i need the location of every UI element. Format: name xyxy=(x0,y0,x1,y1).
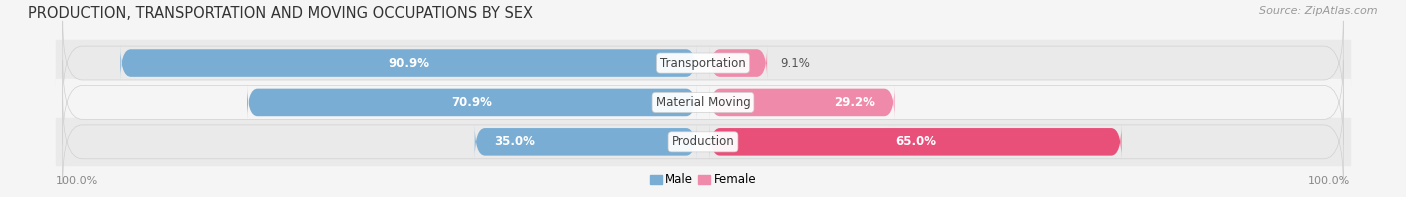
FancyBboxPatch shape xyxy=(710,45,768,81)
FancyBboxPatch shape xyxy=(121,45,696,81)
FancyBboxPatch shape xyxy=(63,100,1343,184)
Text: 29.2%: 29.2% xyxy=(834,96,875,109)
FancyBboxPatch shape xyxy=(710,124,1122,160)
FancyBboxPatch shape xyxy=(247,85,696,120)
Text: 65.0%: 65.0% xyxy=(896,135,936,148)
Text: Material Moving: Material Moving xyxy=(655,96,751,109)
Text: 100.0%: 100.0% xyxy=(56,176,98,186)
Text: 100.0%: 100.0% xyxy=(1308,176,1350,186)
Text: 9.1%: 9.1% xyxy=(780,57,810,70)
FancyBboxPatch shape xyxy=(475,124,696,160)
Text: Source: ZipAtlas.com: Source: ZipAtlas.com xyxy=(1260,6,1378,16)
Bar xyxy=(56,40,1350,86)
FancyBboxPatch shape xyxy=(63,21,1343,105)
Bar xyxy=(56,118,1350,165)
Text: 90.9%: 90.9% xyxy=(388,57,429,70)
Text: PRODUCTION, TRANSPORTATION AND MOVING OCCUPATIONS BY SEX: PRODUCTION, TRANSPORTATION AND MOVING OC… xyxy=(28,6,533,21)
Text: 35.0%: 35.0% xyxy=(494,135,534,148)
FancyBboxPatch shape xyxy=(63,60,1343,145)
Legend: Male, Female: Male, Female xyxy=(645,169,761,191)
FancyBboxPatch shape xyxy=(710,85,894,120)
Text: 70.9%: 70.9% xyxy=(451,96,492,109)
Text: Production: Production xyxy=(672,135,734,148)
Bar xyxy=(56,79,1350,126)
Text: Transportation: Transportation xyxy=(661,57,745,70)
